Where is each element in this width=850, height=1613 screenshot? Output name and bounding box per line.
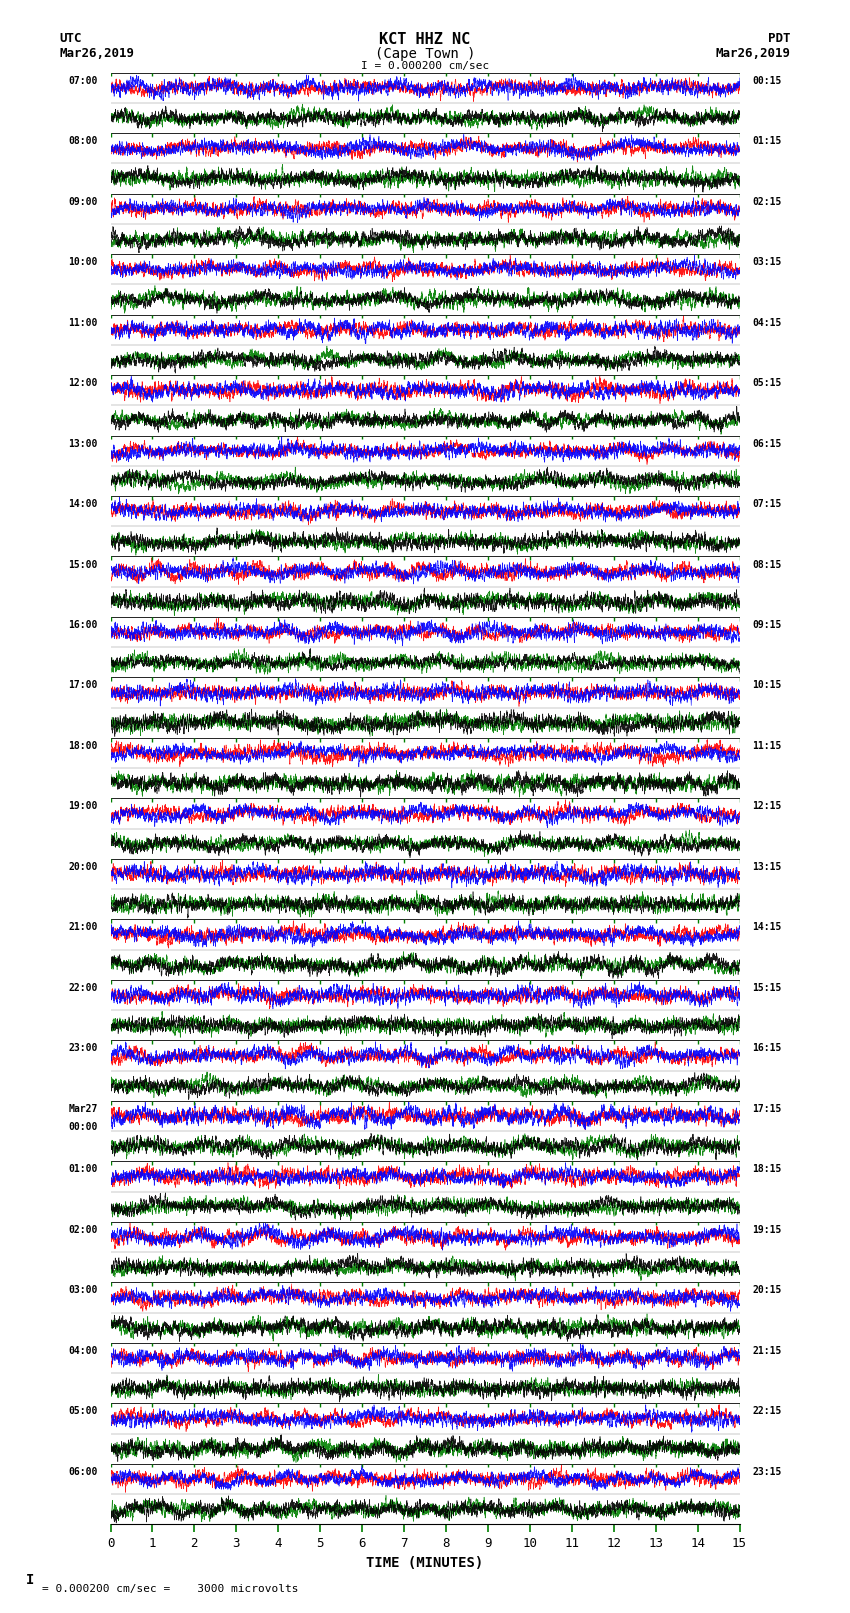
Text: 12:15: 12:15 [752,802,781,811]
Text: 03:00: 03:00 [69,1286,98,1295]
Text: 16:15: 16:15 [752,1044,781,1053]
Text: 09:00: 09:00 [69,197,98,206]
Text: 16:00: 16:00 [69,619,98,631]
Text: 19:15: 19:15 [752,1224,781,1236]
Text: 10:00: 10:00 [69,256,98,268]
Text: 13:00: 13:00 [69,439,98,448]
Text: 07:00: 07:00 [69,76,98,85]
Text: Mar26,2019: Mar26,2019 [716,47,790,60]
Text: = 0.000200 cm/sec =    3000 microvolts: = 0.000200 cm/sec = 3000 microvolts [42,1584,299,1594]
Text: 20:15: 20:15 [752,1286,781,1295]
Text: 08:00: 08:00 [69,135,98,147]
Text: 05:15: 05:15 [752,377,781,389]
Text: 22:00: 22:00 [69,982,98,994]
Text: 08:15: 08:15 [752,560,781,569]
Text: 11:15: 11:15 [752,740,781,752]
Text: 19:00: 19:00 [69,802,98,811]
X-axis label: TIME (MINUTES): TIME (MINUTES) [366,1557,484,1569]
Text: 21:00: 21:00 [69,923,98,932]
Text: 00:00: 00:00 [69,1123,98,1132]
Text: Mar27: Mar27 [69,1103,98,1115]
Text: 13:15: 13:15 [752,861,781,873]
Text: 00:15: 00:15 [752,76,781,85]
Text: 18:15: 18:15 [752,1165,781,1174]
Text: KCT HHZ NC: KCT HHZ NC [379,32,471,47]
Text: 03:15: 03:15 [752,256,781,268]
Text: Mar26,2019: Mar26,2019 [60,47,134,60]
Text: 21:15: 21:15 [752,1345,781,1357]
Text: 20:00: 20:00 [69,861,98,873]
Text: 07:15: 07:15 [752,498,781,510]
Text: 04:00: 04:00 [69,1345,98,1357]
Text: 17:15: 17:15 [752,1103,781,1115]
Text: 14:15: 14:15 [752,923,781,932]
Text: 11:00: 11:00 [69,318,98,327]
Text: 02:00: 02:00 [69,1224,98,1236]
Text: 06:15: 06:15 [752,439,781,448]
Text: 14:00: 14:00 [69,498,98,510]
Text: 05:00: 05:00 [69,1407,98,1416]
Text: 01:15: 01:15 [752,135,781,147]
Text: 04:15: 04:15 [752,318,781,327]
Text: 10:15: 10:15 [752,681,781,690]
Text: 06:00: 06:00 [69,1466,98,1478]
Text: 09:15: 09:15 [752,619,781,631]
Text: 01:00: 01:00 [69,1165,98,1174]
Text: I: I [26,1573,34,1587]
Text: 12:00: 12:00 [69,377,98,389]
Text: 23:00: 23:00 [69,1044,98,1053]
Text: 15:00: 15:00 [69,560,98,569]
Text: 22:15: 22:15 [752,1407,781,1416]
Text: UTC: UTC [60,32,82,45]
Text: I = 0.000200 cm/sec: I = 0.000200 cm/sec [361,61,489,71]
Text: 15:15: 15:15 [752,982,781,994]
Text: (Cape Town ): (Cape Town ) [375,47,475,61]
Text: 18:00: 18:00 [69,740,98,752]
Text: 02:15: 02:15 [752,197,781,206]
Text: 23:15: 23:15 [752,1466,781,1478]
Text: PDT: PDT [768,32,790,45]
Text: 17:00: 17:00 [69,681,98,690]
